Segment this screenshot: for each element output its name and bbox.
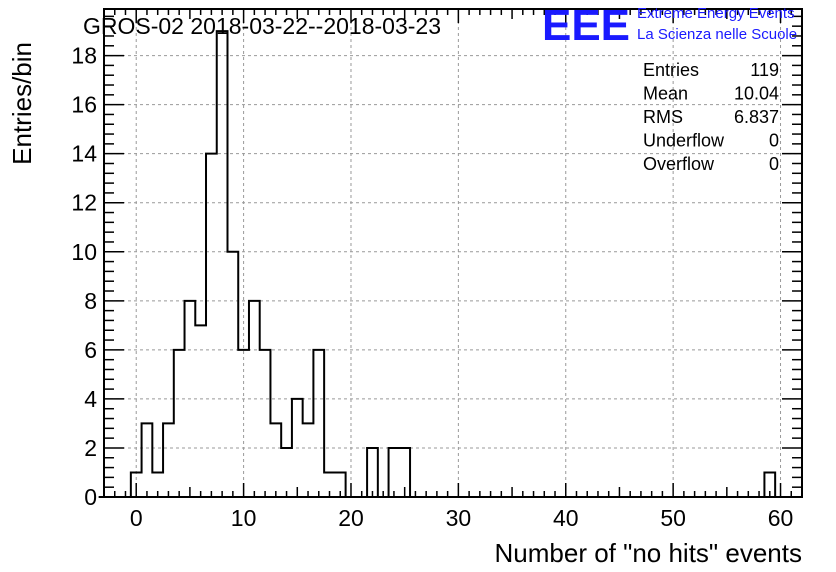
x-tick-label: 40: [553, 505, 579, 531]
stats-label: Underflow: [643, 131, 725, 151]
y-tick-label: 10: [71, 239, 97, 265]
y-tick-label: 4: [84, 386, 97, 412]
y-axis-label: Entries/bin: [7, 42, 37, 165]
y-tick-label: 8: [84, 288, 97, 314]
histogram-bin: [227, 252, 238, 497]
x-tick-label: 20: [338, 505, 364, 531]
y-tick-label: 6: [84, 337, 97, 363]
y-tick-labels: 0 2 4 6 8 10 12 14 16 18: [71, 43, 97, 510]
histogram-bin: [367, 448, 378, 497]
histogram-outline: [98, 30, 802, 498]
eee-logo: EEE Extreme Energy Events La Scienza nel…: [542, 1, 797, 50]
chart-title: GROS-02 2018-03-22--2018-03-23: [83, 13, 441, 39]
histogram-bin: [206, 154, 217, 497]
y-tick-label: 16: [71, 92, 97, 118]
x-tick-label: 60: [768, 505, 794, 531]
histogram-bin: [313, 350, 324, 497]
stats-value: 10.04: [734, 84, 779, 104]
x-axis-label: Number of "no hits" events: [495, 538, 803, 568]
histogram-bin: [142, 423, 153, 497]
logo-line2: La Scienza nelle Scuole: [637, 26, 797, 43]
stats-label: Overflow: [643, 154, 715, 174]
stats-value: 0: [769, 131, 779, 151]
y-tick-label: 2: [84, 435, 97, 461]
histogram-bin: [270, 423, 281, 497]
stats-label: Mean: [643, 84, 688, 104]
stats-label: RMS: [643, 107, 683, 127]
grid-lines: [104, 9, 802, 497]
axis-ticks: [103, 9, 803, 498]
x-tick-label: 50: [660, 505, 686, 531]
y-tick-label: 12: [71, 190, 97, 216]
y-tick-label: 14: [71, 141, 97, 167]
histogram-bin: [217, 31, 228, 497]
histogram-bin: [281, 448, 292, 497]
histogram-bin: [195, 325, 206, 497]
stats-value: 6.837: [734, 107, 779, 127]
stats-box: Entries 119 Mean 10.04 RMS 6.837 Underflow 0 Ove…: [643, 60, 779, 174]
x-tick-labels: 0 10 20 30 40 50 60: [130, 505, 794, 531]
histogram-bin: [174, 350, 185, 497]
x-tick-label: 30: [446, 505, 472, 531]
x-tick-label: 10: [231, 505, 257, 531]
stats-value: 0: [769, 154, 779, 174]
y-tick-label: 0: [84, 484, 97, 510]
y-tick-label: 18: [71, 43, 97, 69]
histogram-bin: [260, 350, 271, 497]
histogram-bin: [389, 448, 400, 497]
histogram-bin: [163, 423, 174, 497]
logo-line1: Extreme Energy Events: [637, 5, 795, 22]
plot-frame: [103, 8, 803, 498]
histogram-bin: [303, 423, 314, 497]
stats-label: Entries: [643, 60, 699, 80]
logo-mark: EEE: [542, 1, 630, 50]
x-tick-label: 0: [130, 505, 143, 531]
stats-value: 119: [750, 60, 779, 80]
